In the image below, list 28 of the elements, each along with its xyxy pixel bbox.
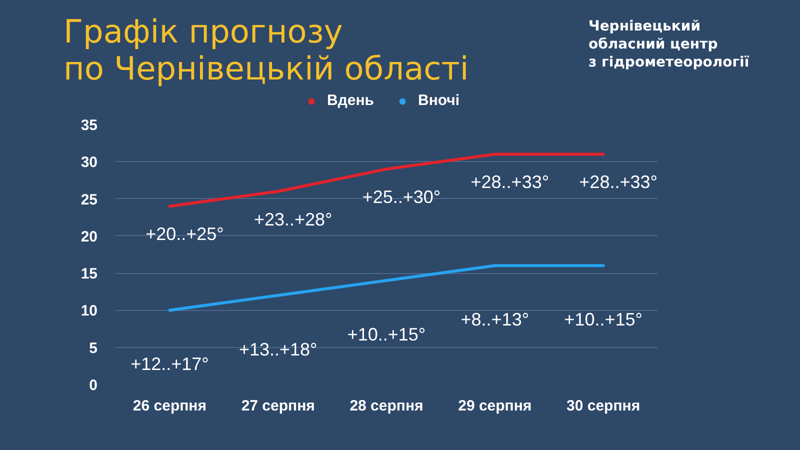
y-tick-label: 5 [89, 340, 98, 357]
y-tick-label: 35 [80, 117, 98, 134]
annotation: +28..+33° [579, 172, 658, 192]
y-tick-label: 15 [80, 266, 98, 283]
annotation: +8..+13° [460, 310, 530, 330]
y-tick-label: 25 [80, 191, 98, 208]
y-tick-label: 10 [80, 302, 98, 320]
x-tick-label: 26 серпня [132, 398, 206, 414]
annotation: +13..+18° [238, 339, 318, 360]
x-tick-label: 28 серпня [350, 398, 424, 414]
annotation: +20..+25° [146, 224, 224, 244]
annotation: +10..+15° [564, 310, 642, 330]
annotation: +25..+30° [362, 187, 441, 208]
chart-title: Графік прогнозу по Чернівецькій області [64, 12, 469, 88]
annotation: +28..+33° [470, 172, 550, 192]
annotation: +23..+28° [254, 209, 332, 230]
text: Чернівецький обласний центр з гідрометеорології [588, 18, 750, 70]
legend-label: Вночі [418, 92, 460, 109]
y-tick-label: 20 [80, 228, 98, 246]
y-tick-label: 30 [80, 154, 98, 172]
legend-label: Вдень [327, 92, 374, 109]
y-tick-label: 0 [89, 377, 98, 394]
annotation: +12..+17° [130, 354, 209, 374]
x-tick-label: 30 серпня [566, 398, 640, 414]
line-series [168, 264, 605, 312]
x-tick-label: 29 серпня [458, 398, 532, 414]
x-tick-label: 27 серпня [241, 398, 315, 414]
annotation: +10..+15° [347, 324, 426, 344]
